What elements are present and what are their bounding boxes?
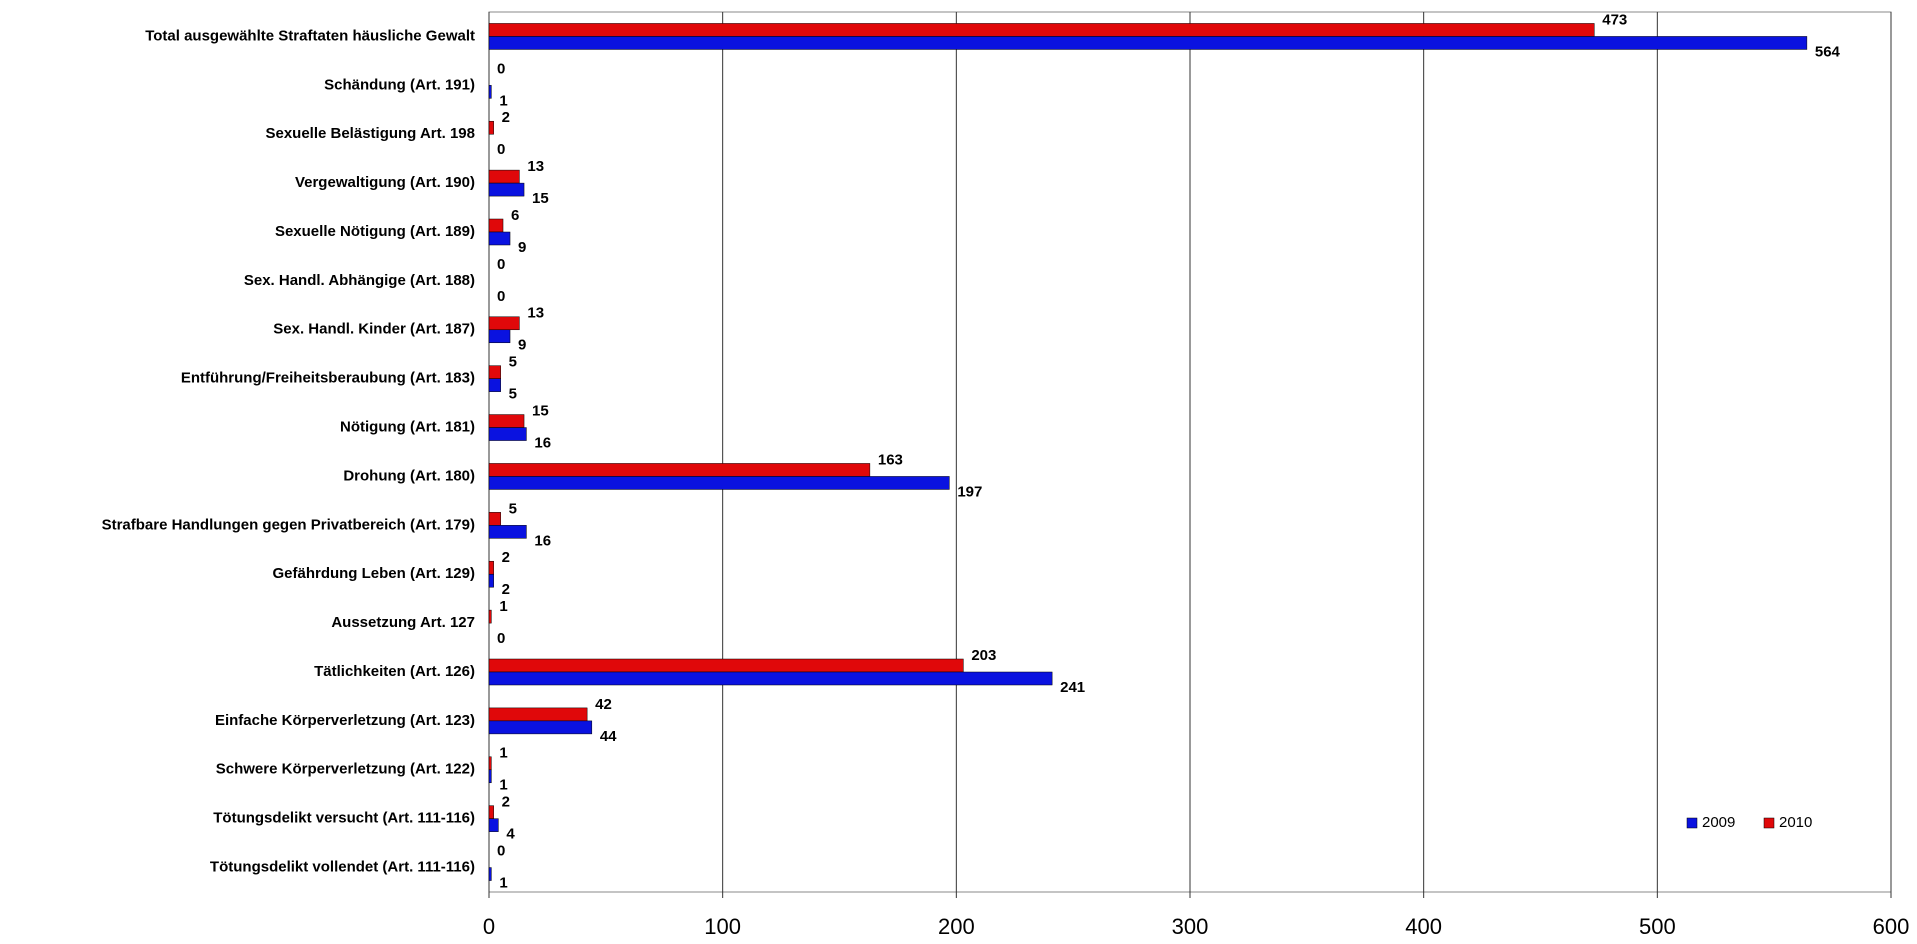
value-label: 5 — [509, 386, 517, 403]
y-tick-label: Tötungsdelikt vollendet (Art. 111-116) — [210, 859, 475, 876]
bar — [489, 512, 501, 525]
legend-label: 2009 — [1702, 814, 1735, 831]
y-tick-label: Drohung (Art. 180) — [343, 467, 475, 484]
y-tick-label: Sex. Handl. Abhängige (Art. 188) — [244, 272, 475, 289]
bar — [489, 476, 949, 489]
bar — [489, 170, 519, 183]
y-tick-label: Entführung/Freiheitsberaubung (Art. 183) — [181, 370, 475, 387]
bar — [489, 317, 519, 330]
bar — [489, 183, 524, 196]
x-tick-label: 200 — [938, 914, 975, 939]
y-tick-label: Sexuelle Belästigung Art. 198 — [265, 125, 475, 142]
y-tick-label: Vergewaltigung (Art. 190) — [295, 174, 475, 191]
value-label: 13 — [527, 158, 544, 175]
value-label: 163 — [878, 451, 903, 468]
value-label: 1 — [499, 875, 507, 892]
bar — [489, 770, 491, 783]
y-tick-label: Tätlichkeiten (Art. 126) — [314, 663, 475, 680]
y-tick-label: Total ausgewählte Straftaten häusliche G… — [145, 27, 475, 44]
value-label: 241 — [1060, 679, 1085, 696]
value-label: 13 — [527, 305, 544, 322]
value-label: 4 — [506, 826, 515, 843]
legend-label: 2010 — [1779, 814, 1812, 831]
value-label: 5 — [509, 354, 517, 371]
bar — [489, 415, 524, 428]
value-label: 0 — [497, 843, 505, 860]
bar — [489, 232, 510, 245]
bar — [489, 379, 501, 392]
value-label: 44 — [600, 728, 617, 745]
x-tick-label: 100 — [704, 914, 741, 939]
value-label: 473 — [1602, 11, 1627, 28]
value-label: 9 — [518, 239, 526, 256]
bar — [489, 121, 494, 134]
value-label: 0 — [497, 256, 505, 273]
value-label: 2 — [502, 549, 510, 566]
chart: 0100200300400500600Total ausgewählte Str… — [0, 0, 1917, 939]
value-label: 0 — [497, 60, 505, 77]
legend-swatch — [1764, 818, 1774, 828]
y-tick-label: Strafbare Handlungen gegen Privatbereich… — [102, 516, 475, 533]
value-label: 0 — [497, 630, 505, 647]
value-label: 16 — [534, 532, 551, 549]
value-label: 203 — [971, 647, 996, 664]
bar — [489, 561, 494, 574]
x-tick-label: 400 — [1405, 914, 1442, 939]
x-tick-label: 500 — [1639, 914, 1676, 939]
y-tick-label: Sex. Handl. Kinder (Art. 187) — [273, 321, 475, 338]
bar — [489, 219, 503, 232]
value-label: 2 — [502, 794, 510, 811]
bar — [489, 672, 1052, 685]
bar — [489, 757, 491, 770]
y-tick-label: Schändung (Art. 191) — [324, 76, 475, 93]
bar — [489, 330, 510, 343]
value-label: 197 — [957, 483, 982, 500]
value-label: 15 — [532, 403, 549, 420]
bar — [489, 868, 491, 881]
value-label: 1 — [499, 92, 507, 109]
bar — [489, 36, 1807, 49]
bar — [489, 819, 498, 832]
x-tick-label: 300 — [1172, 914, 1209, 939]
bar — [489, 708, 587, 721]
y-tick-label: Sexuelle Nötigung (Art. 189) — [275, 223, 475, 240]
bar — [489, 721, 592, 734]
bar — [489, 525, 526, 538]
legend-swatch — [1687, 818, 1697, 828]
value-label: 9 — [518, 337, 526, 354]
bar — [489, 610, 491, 623]
bar — [489, 85, 491, 98]
bar — [489, 463, 870, 476]
value-label: 2 — [502, 581, 510, 598]
value-label: 42 — [595, 696, 612, 713]
value-label: 0 — [497, 288, 505, 305]
bar — [489, 659, 963, 672]
value-label: 564 — [1815, 43, 1841, 60]
y-tick-label: Gefährdung Leben (Art. 129) — [272, 565, 475, 582]
value-label: 2 — [502, 109, 510, 126]
bar — [489, 806, 494, 819]
value-label: 16 — [534, 435, 551, 452]
bar — [489, 574, 494, 587]
x-tick-label: 600 — [1873, 914, 1910, 939]
value-label: 0 — [497, 141, 505, 158]
value-label: 1 — [499, 598, 507, 615]
x-tick-label: 0 — [483, 914, 495, 939]
value-label: 1 — [499, 777, 507, 794]
y-tick-label: Einfache Körperverletzung (Art. 123) — [215, 712, 475, 729]
bar — [489, 366, 501, 379]
value-label: 15 — [532, 190, 549, 207]
bar — [489, 428, 526, 441]
y-tick-label: Aussetzung Art. 127 — [331, 614, 475, 631]
value-label: 6 — [511, 207, 519, 224]
y-tick-label: Schwere Körperverletzung (Art. 122) — [216, 761, 475, 778]
bar — [489, 23, 1594, 36]
value-label: 1 — [499, 745, 507, 762]
value-label: 5 — [509, 500, 517, 517]
y-tick-label: Nötigung (Art. 181) — [340, 419, 475, 436]
y-tick-label: Tötungsdelikt versucht (Art. 111-116) — [213, 810, 475, 827]
